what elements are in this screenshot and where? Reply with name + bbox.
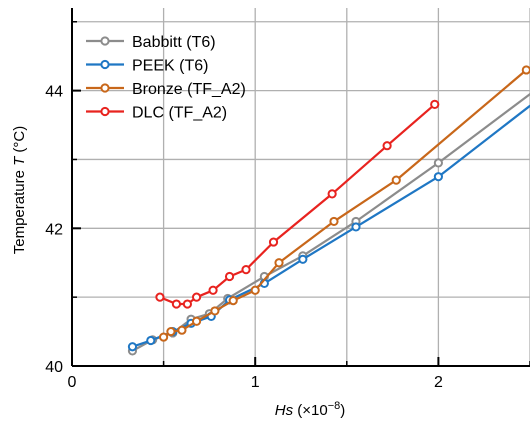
- x-axis-title: Hs (×10−8): [275, 400, 346, 419]
- axes: 0 1 2 40 42 44: [45, 8, 530, 391]
- legend-marker: [100, 59, 110, 70]
- data-point: [146, 335, 156, 346]
- data-point: [521, 65, 530, 75]
- data-point: [430, 99, 440, 109]
- legend-marker: [100, 36, 110, 46]
- x-tick-label: 2: [434, 374, 443, 391]
- data-point: [208, 285, 218, 295]
- legend-entry: Bronze (TF_A2): [86, 81, 246, 98]
- legend-marker: [100, 83, 110, 93]
- data-point: [155, 292, 165, 302]
- legend-marker: [100, 106, 110, 117]
- data-point: [191, 292, 202, 302]
- data-point: [210, 306, 220, 316]
- data-point: [177, 325, 187, 335]
- y-axis-title: Temperature T (°C): [11, 126, 28, 255]
- legend-label: Bronze (TF_A2): [132, 81, 246, 98]
- data-point: [228, 295, 238, 306]
- data-point: [327, 189, 337, 199]
- data-point: [171, 299, 182, 309]
- y-tick-label: 42: [45, 221, 63, 238]
- data-point: [298, 254, 308, 264]
- data-point: [250, 285, 260, 295]
- data-point: [241, 265, 251, 275]
- y-tick-label: 40: [45, 359, 63, 376]
- data-point: [274, 258, 284, 268]
- x-tick-label: 0: [68, 374, 77, 391]
- legend-label: PEEK (T6): [132, 58, 208, 75]
- legend: Babbitt (T6) PEEK (T6) Bronze (TF_A2) DLC (…: [86, 34, 246, 122]
- data-point: [382, 141, 392, 151]
- data-point: [166, 326, 176, 337]
- data-point: [191, 316, 202, 326]
- data-point: [329, 216, 339, 227]
- legend-entry: Babbitt (T6): [86, 34, 216, 51]
- data-point: [391, 175, 401, 185]
- data-point: [182, 299, 193, 309]
- y-tick-label: 44: [45, 84, 63, 101]
- x-tick-label: 1: [251, 374, 260, 391]
- data-point: [433, 172, 443, 182]
- grid: [72, 8, 530, 366]
- series-line: [131, 104, 530, 348]
- legend-label: Babbitt (T6): [132, 34, 216, 51]
- data-point: [159, 332, 169, 342]
- legend-entry: DLC (TF_A2): [86, 105, 227, 122]
- data-point: [127, 342, 138, 352]
- legend-label: DLC (TF_A2): [132, 105, 227, 122]
- data-point: [433, 158, 443, 168]
- data-point: [351, 222, 361, 232]
- data-point: [224, 271, 235, 282]
- data-point: [268, 237, 279, 247]
- series-dlc-tf-a2-: [155, 99, 440, 309]
- legend-entry: PEEK (T6): [86, 58, 208, 75]
